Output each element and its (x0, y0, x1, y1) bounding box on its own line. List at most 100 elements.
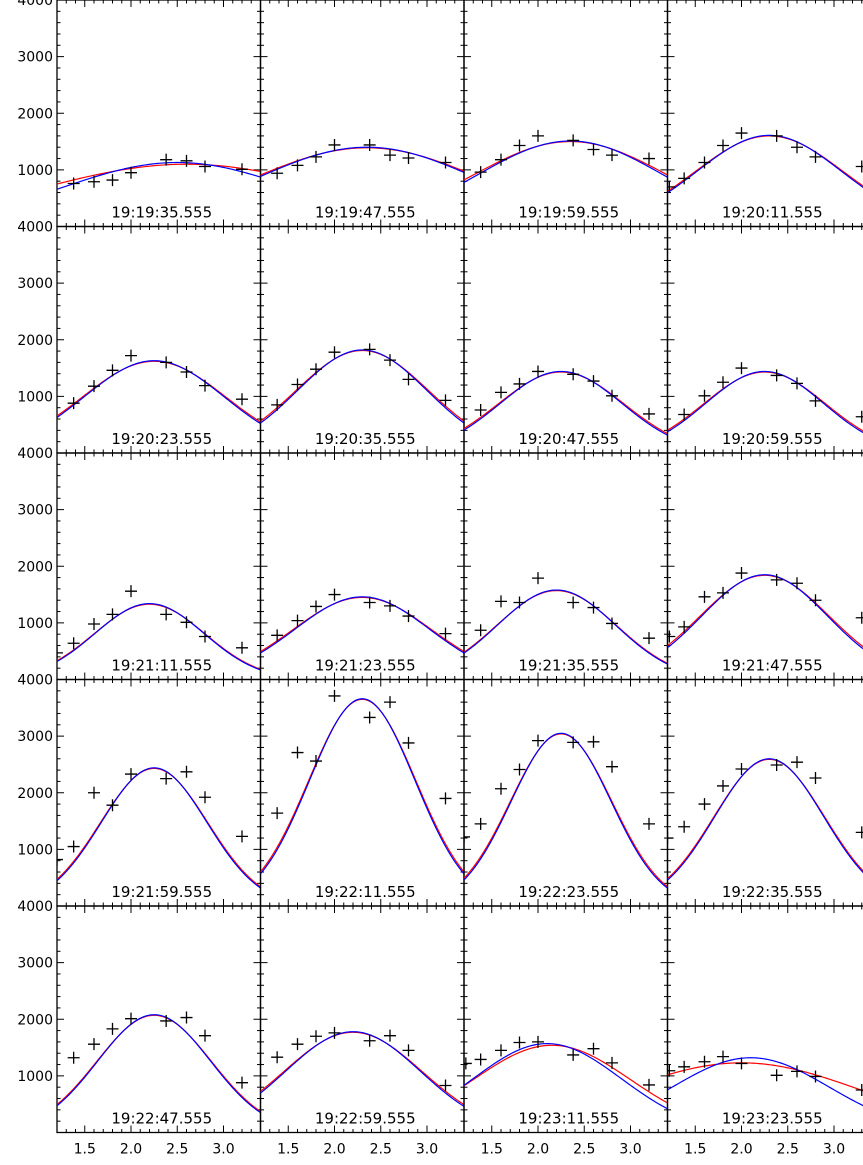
panel: 19:21:35.555 (463, 452, 669, 681)
panel: 19:21:47.555 (666, 452, 863, 681)
x-tick-label: 1.5 (481, 1142, 503, 1158)
panel-timestamp: 19:23:23.555 (722, 1110, 823, 1128)
y-tick-label: 3000 (17, 729, 53, 745)
panel-frame (463, 905, 669, 1134)
data-point (180, 366, 193, 379)
data-point (770, 369, 783, 382)
data-point (439, 627, 452, 640)
data-point (855, 1084, 863, 1097)
data-point (125, 166, 137, 179)
data-point (791, 1065, 803, 1078)
data-point (643, 817, 655, 830)
data-point (513, 763, 526, 776)
data-point (106, 364, 119, 377)
x-tick-label: 2.5 (166, 1142, 188, 1158)
data-point (855, 410, 863, 423)
data-point (770, 759, 783, 772)
data-point (328, 346, 341, 359)
data-point (236, 163, 248, 176)
data-point (67, 1051, 80, 1064)
data-point (402, 610, 415, 623)
data-point (495, 595, 507, 608)
data-point (402, 736, 415, 749)
data-point (606, 149, 618, 162)
data-point (770, 129, 783, 142)
data-point (717, 1050, 729, 1063)
data-point (363, 596, 376, 609)
data-point (160, 608, 173, 621)
data-point (587, 601, 600, 614)
data-point (855, 611, 863, 624)
data-point (180, 765, 193, 778)
panel: 19:20:23.555 (56, 225, 262, 454)
y-tick-label: 4000 (17, 220, 53, 236)
data-point (678, 620, 691, 633)
data-point (587, 1042, 600, 1055)
data-point (271, 807, 284, 820)
data-point (495, 386, 507, 399)
panel-ticks (260, 905, 465, 1133)
data-point (67, 177, 80, 190)
data-point (587, 143, 600, 156)
panel-timestamp: 19:22:11.555 (315, 883, 416, 901)
data-point (770, 573, 783, 586)
data-point (199, 379, 211, 392)
data-point (855, 826, 863, 839)
panel: 19:21:23.555 (259, 452, 465, 681)
fit-curve-blue (260, 596, 464, 654)
data-point (643, 632, 655, 645)
data-point (363, 138, 376, 151)
x-tick-label: 3.0 (416, 1142, 438, 1158)
data-point (606, 760, 618, 773)
fit-curve-blue (260, 146, 464, 177)
data-point (125, 1012, 137, 1025)
data-point (439, 156, 452, 169)
panel-timestamp: 19:20:59.555 (722, 430, 823, 448)
panel-timestamp: 19:20:47.555 (518, 430, 619, 448)
data-point (180, 616, 193, 629)
x-tick-label: 3.0 (619, 1142, 641, 1158)
panel-ticks (667, 226, 863, 454)
panel-frame (56, 905, 262, 1134)
fit-curve-blue (57, 1014, 261, 1114)
y-tick-label: 4000 (17, 0, 53, 9)
data-point (464, 830, 470, 843)
data-point (67, 840, 80, 853)
panel-timestamp: 19:20:11.555 (722, 204, 823, 222)
data-point (809, 394, 822, 407)
data-point (57, 853, 63, 866)
data-point (363, 1034, 376, 1047)
panel-frame (259, 0, 465, 228)
data-point (495, 782, 507, 795)
panel: 19:20:11.555 (666, 0, 863, 228)
data-point (474, 166, 487, 179)
data-point (328, 588, 341, 601)
data-point (809, 772, 822, 785)
panel-timestamp: 19:21:11.555 (111, 657, 212, 675)
y-tick-label: 1000 (17, 389, 53, 405)
data-point (271, 1051, 284, 1064)
data-point (384, 696, 396, 709)
panel-ticks (667, 679, 863, 907)
data-point (587, 375, 600, 388)
data-point (67, 637, 80, 650)
data-point (291, 1038, 304, 1051)
data-point (106, 799, 119, 812)
data-point (310, 600, 322, 613)
data-point (310, 363, 322, 376)
panel: 19:21:11.555 (56, 452, 262, 681)
fit-curve-red (667, 135, 863, 192)
panel-frame (463, 0, 669, 228)
data-point (643, 407, 655, 420)
data-point (855, 160, 863, 173)
data-point (328, 1026, 341, 1039)
data-point (513, 596, 526, 609)
panel: 19:22:35.555 (666, 678, 863, 907)
data-point (667, 630, 676, 643)
fit-curve-blue (667, 134, 863, 194)
x-tick-label: 3.0 (823, 1142, 845, 1158)
data-point (291, 378, 304, 391)
data-point (271, 167, 284, 180)
y-tick-label: 1000 (17, 616, 53, 632)
